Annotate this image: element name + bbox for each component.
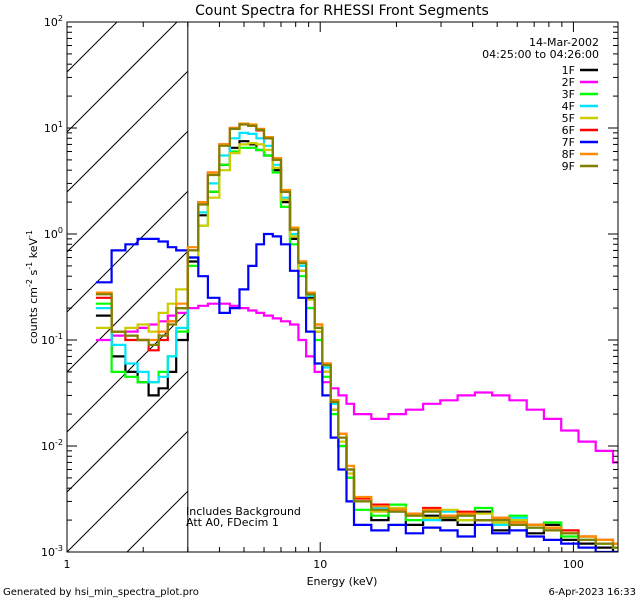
hatch-line — [67, 370, 188, 493]
chart-title: Count Spectra for RHESSI Front Segments — [195, 3, 489, 19]
hatch-line — [67, 22, 118, 73]
hatch-line — [67, 250, 188, 373]
hatch-line — [126, 490, 188, 552]
hatch-line — [67, 70, 188, 193]
x-axis-ticks: 1 10 100 — [64, 22, 584, 571]
series-line-4f — [95, 131, 618, 549]
hatch-line — [67, 0, 188, 12]
timestamp-footer: 6-Apr-2023 16:33 — [549, 587, 636, 598]
y-tick-label: 10-1 — [41, 332, 63, 347]
series-line-7f — [95, 232, 618, 552]
x-axis-label: Energy (keV) — [307, 575, 378, 588]
time-range-label: 04:25:00 to 04:26:00 — [482, 48, 599, 61]
date-label: 14-Mar-2002 — [529, 36, 599, 49]
hatch-line — [67, 430, 188, 552]
hatch-line — [67, 22, 178, 133]
legend-label: 5F — [562, 112, 575, 125]
series-line-8f — [95, 122, 618, 545]
y-axis-label: counts cm-2 s-1 keV-1 — [25, 230, 40, 344]
series-line-2f — [95, 302, 618, 464]
series-line-1f — [95, 140, 618, 552]
y-axis-ticks: 10-3 10-2 10-1 100 101 102 — [41, 14, 618, 559]
y-tick-label: 100 — [44, 226, 63, 241]
legend-label: 6F — [562, 124, 575, 137]
legend-label: 4F — [562, 100, 575, 113]
generated-by-footer: Generated by hsi_min_spectra_plot.pro — [3, 587, 199, 598]
y-tick-label: 102 — [44, 14, 63, 29]
series-layer — [95, 122, 618, 552]
x-tick-label: 100 — [563, 558, 584, 571]
legend-label: 3F — [562, 88, 575, 101]
series-line-9f — [95, 123, 618, 549]
legend-label: 8F — [562, 148, 575, 161]
hatch-line — [67, 190, 188, 313]
legend-label: 1F — [562, 64, 575, 77]
y-tick-label: 10-3 — [41, 544, 63, 559]
hatched-region — [67, 0, 189, 552]
series-line-6f — [95, 122, 618, 545]
annotation-background: Includes Background — [186, 505, 301, 518]
x-tick-label: 10 — [313, 558, 327, 571]
series-line-5f — [95, 142, 618, 549]
series-line-3f — [95, 146, 618, 549]
y-tick-label: 101 — [44, 120, 63, 135]
x-tick-label: 1 — [64, 558, 71, 571]
legend-label: 9F — [562, 160, 575, 173]
legend-label: 7F — [562, 136, 575, 149]
plot-frame — [66, 21, 619, 553]
y-tick-label: 10-2 — [41, 438, 63, 453]
legend-label: 2F — [562, 76, 575, 89]
annotation-attenuator: Att A0, FDecim 1 — [186, 516, 279, 529]
hatch-line — [67, 130, 188, 253]
